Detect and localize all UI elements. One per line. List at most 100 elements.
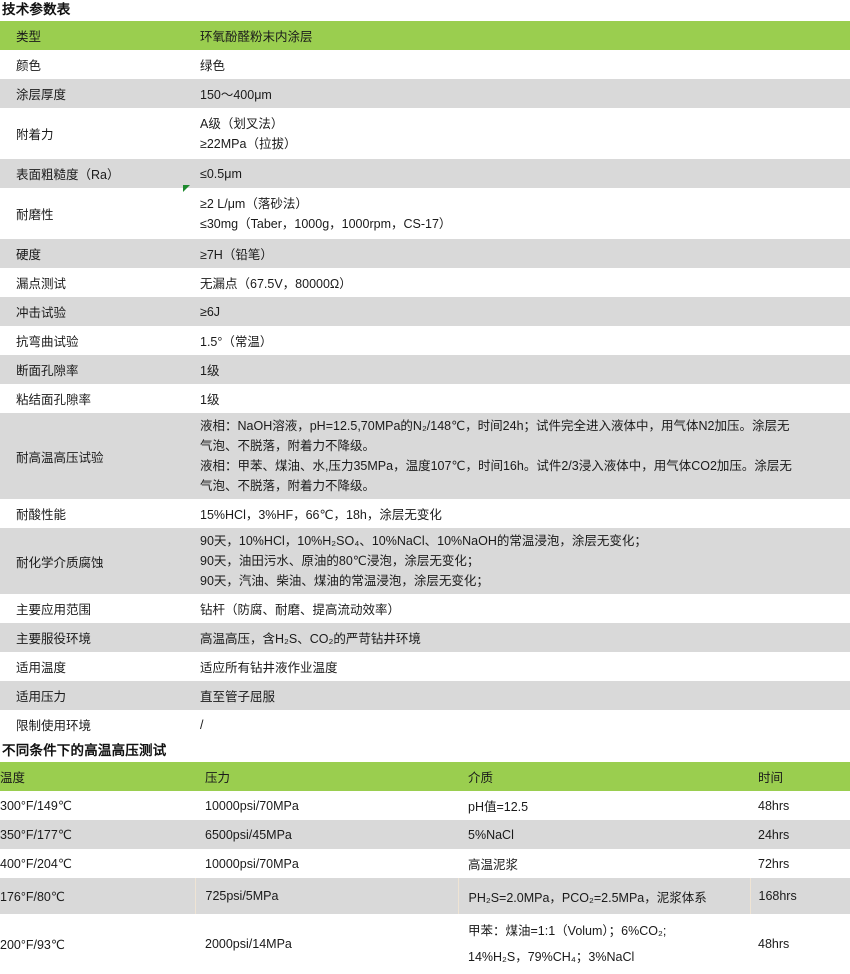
cell-medium: PH₂S=2.0MPa，PCO₂=2.5MPa，泥浆体系 bbox=[457, 878, 750, 914]
parameter-value: A级（划叉法） ≥22MPa（拉拔） bbox=[195, 108, 850, 159]
cell-temperature: 350°F/177℃ bbox=[0, 820, 195, 849]
hthp-test-body: 温度 压力 介质 时间 300°F/149℃ 10000psi/70MPa pH值=12.5… bbox=[0, 762, 850, 974]
cell-temperature: 200°F/93℃ bbox=[0, 914, 195, 974]
parameter-label: 主要应用范围 bbox=[0, 594, 195, 623]
parameter-label: 断面孔隙率 bbox=[0, 355, 195, 384]
cell-time: 72hrs bbox=[750, 849, 850, 878]
parameter-label: 耐化学介质腐蚀 bbox=[0, 528, 195, 594]
column-header-medium: 介质 bbox=[458, 762, 750, 791]
parameter-value-line: 90天，油田污水、原油的80℃浸泡，涂层无变化； bbox=[200, 554, 480, 568]
table-row: 涂层厚度 150～400μm bbox=[0, 79, 850, 108]
parameter-label: 表面粗糙度（Ra） bbox=[0, 159, 195, 188]
cell-medium: 甲苯：煤油=1:1（Volum）；6%CO₂; 14%H₂S，79%CH₄；3%N… bbox=[458, 914, 750, 974]
parameter-value: 15%HCl，3%HF，66℃，18h，涂层无变化 bbox=[195, 499, 850, 528]
parameter-value: 无漏点（67.5V，80000Ω） bbox=[195, 268, 850, 297]
green-triangle-marker bbox=[183, 185, 190, 192]
parameter-label: 粘结面孔隙率 bbox=[0, 384, 195, 413]
parameter-value-line: 液相：NaOH溶液，pH=12.5,70MPa的N₂/148℃，时间24h；试件… bbox=[200, 419, 790, 433]
cell-medium-line: 14%H₂S，79%CH₄；3%NaCl bbox=[468, 950, 635, 964]
parameter-label: 附着力 bbox=[0, 108, 195, 159]
parameter-label: 适用压力 bbox=[0, 681, 195, 710]
parameter-value: ≥6J bbox=[195, 297, 850, 326]
parameter-value: 1级 bbox=[195, 384, 850, 413]
parameter-value-line: ≤30mg（Taber，1000g，1000rpm，CS-17） bbox=[200, 216, 452, 231]
table-row: 限制使用环境 / bbox=[0, 710, 850, 739]
technical-parameters-table: 类型 环氧酚醛粉末内涂层 颜色 绿色 涂层厚度 150～400μm 附着力 A级（划叉法）… bbox=[0, 21, 850, 739]
hthp-test-table: 温度 压力 介质 时间 300°F/149℃ 10000psi/70MPa pH值=12.5… bbox=[0, 762, 850, 974]
table-row: 硬度 ≥7H（铅笔） bbox=[0, 239, 850, 268]
parameter-label: 漏点测试 bbox=[0, 268, 195, 297]
parameter-label: 涂层厚度 bbox=[0, 79, 195, 108]
parameter-value: ≤0.5μm bbox=[195, 159, 850, 188]
cell-medium: 高温泥浆 bbox=[458, 849, 750, 878]
parameter-value: / bbox=[195, 710, 850, 739]
cell-temperature: 300°F/149℃ bbox=[0, 791, 195, 820]
cell-pressure: 10000psi/70MPa bbox=[195, 791, 458, 820]
table-row: 200°F/93℃ 2000psi/14MPa 甲苯：煤油=1:1（Volum）；6… bbox=[0, 914, 850, 974]
section-two-title: 不同条件下的高温高压测试 bbox=[2, 743, 167, 758]
cell-medium-line: 甲苯：煤油=1:1（Volum）；6%CO₂; bbox=[468, 924, 667, 938]
table-row: 耐酸性能 15%HCl，3%HF，66℃，18h，涂层无变化 bbox=[0, 499, 850, 528]
table-row: 主要服役环境 高温高压，含H₂S、CO₂的严苛钻井环境 bbox=[0, 623, 850, 652]
parameter-value-line: 90天，汽油、柴油、煤油的常温浸泡，涂层无变化； bbox=[200, 574, 489, 588]
parameter-value-line: 气泡、不脱落，附着力不降级。 bbox=[200, 479, 376, 493]
parameter-label: 颜色 bbox=[0, 50, 195, 79]
table-row: 表面粗糙度（Ra） ≤0.5μm bbox=[0, 159, 850, 188]
table-row: 冲击试验 ≥6J bbox=[0, 297, 850, 326]
parameter-value: 高温高压，含H₂S、CO₂的严苛钻井环境 bbox=[195, 623, 850, 652]
parameter-value-line: 液相：甲苯、煤油、水,压力35MPa，温度107℃，时间16h。试件2/3浸入液… bbox=[200, 459, 792, 473]
cell-pressure: 10000psi/70MPa bbox=[195, 849, 458, 878]
table-row: 漏点测试 无漏点（67.5V，80000Ω） bbox=[0, 268, 850, 297]
parameter-label: 抗弯曲试验 bbox=[0, 326, 195, 355]
table-row: 适用温度 适应所有钻井液作业温度 bbox=[0, 652, 850, 681]
table-row: 176°F/80℃ 725psi/5MPa PH₂S=2.0MPa，PCO₂=2.5… bbox=[0, 878, 850, 914]
parameter-value-line: 90天，10%HCl，10%H₂SO₄、10%NaCl、10%NaOH的常温浸泡… bbox=[200, 534, 647, 548]
parameter-value-line: A级（划叉法） bbox=[200, 116, 284, 131]
parameter-value: 直至管子屈服 bbox=[195, 681, 850, 710]
table-row: 耐化学介质腐蚀 90天，10%HCl，10%H₂SO₄、10%NaCl、10%Na… bbox=[0, 528, 850, 594]
cell-time: 48hrs bbox=[750, 791, 850, 820]
parameter-value: 绿色 bbox=[195, 50, 850, 79]
table-header-row: 类型 环氧酚醛粉末内涂层 bbox=[0, 21, 850, 50]
hthp-header-row: 温度 压力 介质 时间 bbox=[0, 762, 850, 791]
table-row: 耐高温高压试验 液相：NaOH溶液，pH=12.5,70MPa的N₂/148℃，时… bbox=[0, 413, 850, 499]
parameter-label: 硬度 bbox=[0, 239, 195, 268]
parameter-label: 耐磨性 bbox=[0, 188, 195, 239]
cell-pressure: 2000psi/14MPa bbox=[195, 914, 458, 974]
column-header-temperature: 温度 bbox=[0, 762, 195, 791]
cell-medium: pH值=12.5 bbox=[458, 791, 750, 820]
table-row: 350°F/177℃ 6500psi/45MPa 5%NaCl 24hrs bbox=[0, 820, 850, 849]
parameter-label: 限制使用环境 bbox=[0, 710, 195, 739]
cell-time: 24hrs bbox=[750, 820, 850, 849]
column-header-time: 时间 bbox=[750, 762, 850, 791]
parameter-value: 1级 bbox=[195, 355, 850, 384]
cell-time: 48hrs bbox=[750, 914, 850, 974]
parameter-value-line: ≥22MPa（拉拔） bbox=[200, 136, 297, 151]
parameter-value: ≥2 L/μm（落砂法） ≤30mg（Taber，1000g，1000rpm，CS… bbox=[195, 188, 850, 239]
table-row: 适用压力 直至管子屈服 bbox=[0, 681, 850, 710]
technical-parameters-body: 类型 环氧酚醛粉末内涂层 颜色 绿色 涂层厚度 150～400μm 附着力 A级（划叉法）… bbox=[0, 21, 850, 739]
parameter-value: 90天，10%HCl，10%H₂SO₄、10%NaCl、10%NaOH的常温浸泡… bbox=[195, 528, 850, 594]
cell-temperature: 400°F/204℃ bbox=[0, 849, 195, 878]
table-row: 抗弯曲试验 1.5°（常温） bbox=[0, 326, 850, 355]
parameter-value: 液相：NaOH溶液，pH=12.5,70MPa的N₂/148℃，时间24h；试件… bbox=[195, 413, 850, 499]
parameter-value: 1.5°（常温） bbox=[195, 326, 850, 355]
table-row: 断面孔隙率 1级 bbox=[0, 355, 850, 384]
cell-pressure: 725psi/5MPa bbox=[194, 878, 458, 914]
cell-temperature: 176°F/80℃ bbox=[0, 878, 195, 914]
column-header-pressure: 压力 bbox=[195, 762, 458, 791]
header-value-cell: 环氧酚醛粉末内涂层 bbox=[195, 21, 850, 50]
table-row: 颜色 绿色 bbox=[0, 50, 850, 79]
table-row: 400°F/204℃ 10000psi/70MPa 高温泥浆 72hrs bbox=[0, 849, 850, 878]
table-row: 300°F/149℃ 10000psi/70MPa pH值=12.5 48hrs bbox=[0, 791, 850, 820]
parameter-label: 主要服役环境 bbox=[0, 623, 195, 652]
cell-pressure: 6500psi/45MPa bbox=[195, 820, 458, 849]
table-row: 耐磨性 ≥2 L/μm（落砂法） ≤30mg（Taber，1000g，1000rpm… bbox=[0, 188, 850, 239]
parameter-value-line: ≥2 L/μm（落砂法） bbox=[200, 196, 308, 211]
parameter-value: 钻杆（防腐、耐磨、提高流动效率） bbox=[195, 594, 850, 623]
table-row: 主要应用范围 钻杆（防腐、耐磨、提高流动效率） bbox=[0, 594, 850, 623]
table-row: 粘结面孔隙率 1级 bbox=[0, 384, 850, 413]
parameter-label: 适用温度 bbox=[0, 652, 195, 681]
header-label-cell: 类型 bbox=[0, 21, 195, 50]
